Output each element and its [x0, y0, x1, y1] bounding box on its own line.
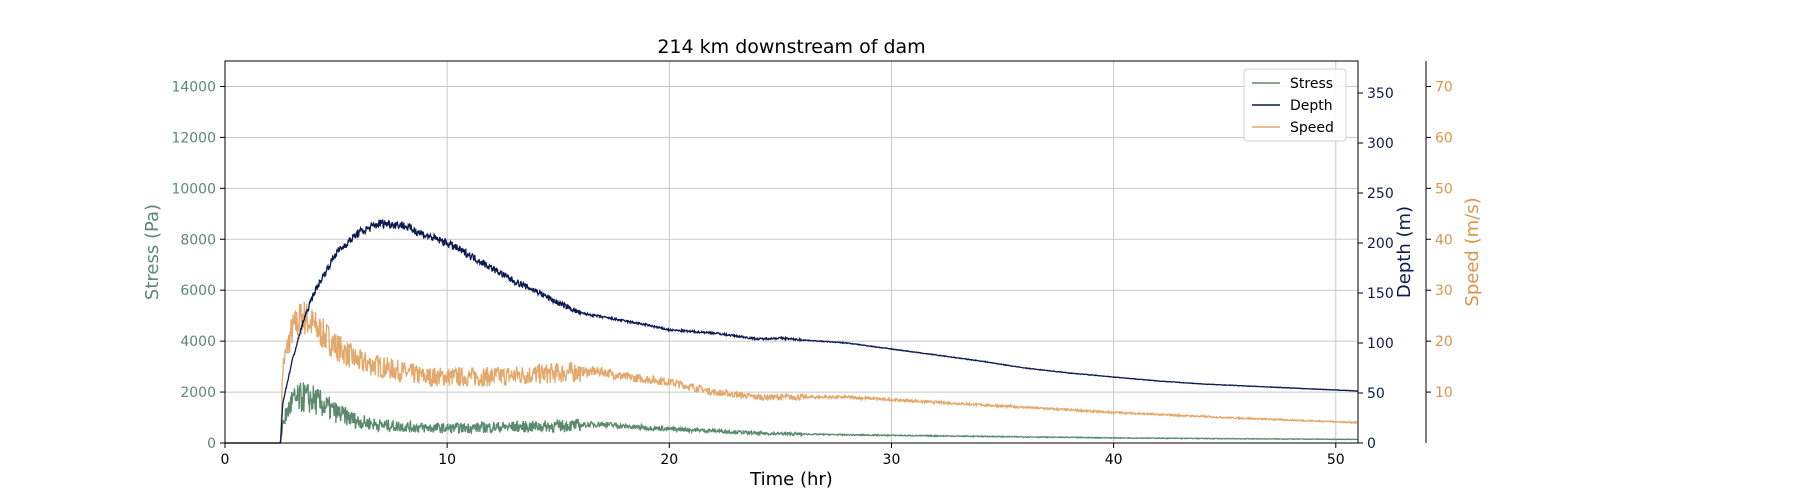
y-axis-label-stress: Stress (Pa)	[142, 204, 163, 300]
series-line-speed	[225, 301, 1359, 444]
speed-tick-label: 30	[1435, 283, 1453, 299]
x-tick-label: 10	[438, 452, 456, 468]
speed-tick-label: 70	[1435, 79, 1453, 95]
stress-tick-label: 14000	[171, 79, 216, 95]
speed-tick-label: 50	[1435, 181, 1453, 197]
legend-label: Speed	[1290, 120, 1334, 136]
grid-lines	[224, 61, 1358, 444]
legend-label: Stress	[1290, 76, 1333, 92]
x-axis-label: Time (hr)	[749, 469, 833, 490]
depth-tick-label: 200	[1367, 236, 1394, 252]
speed-tick-label: 60	[1435, 130, 1453, 146]
stress-tick-label: 10000	[171, 181, 216, 197]
stress-tick-label: 2000	[180, 385, 216, 401]
chart-title: 214 km downstream of dam	[657, 36, 925, 58]
legend: Stress Depth Speed	[1243, 68, 1347, 142]
x-tick-label: 20	[660, 452, 678, 468]
y-axis-speed: 10 20 30 40 50 60 70	[1425, 61, 1453, 443]
speed-tick-label: 40	[1435, 232, 1453, 248]
series-line-depth	[225, 219, 1359, 444]
depth-tick-label: 0	[1367, 436, 1376, 452]
x-axis: 0 10 20 30 40 50	[221, 443, 1345, 468]
plot-frame	[224, 60, 1359, 444]
depth-tick-label: 300	[1367, 136, 1394, 152]
stress-tick-label: 8000	[180, 232, 216, 248]
stress-tick-label: 6000	[180, 283, 216, 299]
depth-tick-label: 250	[1367, 186, 1394, 202]
x-tick-label: 40	[1105, 452, 1123, 468]
depth-tick-label: 150	[1367, 286, 1394, 302]
x-tick-label: 0	[221, 452, 230, 468]
y-axis-label-speed: Speed (m/s)	[1462, 197, 1483, 306]
depth-tick-label: 350	[1367, 86, 1394, 102]
x-tick-label: 50	[1327, 452, 1345, 468]
stress-tick-label: 12000	[171, 130, 216, 146]
depth-tick-label: 50	[1367, 386, 1385, 402]
speed-tick-label: 10	[1435, 385, 1453, 401]
x-tick-label: 30	[883, 452, 901, 468]
series-layer	[225, 219, 1359, 444]
speed-tick-label: 20	[1435, 334, 1453, 350]
y-axis-label-depth: Depth (m)	[1394, 206, 1415, 298]
legend-label: Depth	[1290, 98, 1333, 114]
legend-box	[1243, 68, 1347, 142]
stress-tick-label: 0	[207, 436, 216, 452]
y-axis-stress: 0 2000 4000 6000 8000 10000 12000 14000	[171, 79, 225, 452]
y-axis-depth: 0 50 100 150 200 250 300 350	[1358, 86, 1394, 452]
stress-tick-label: 4000	[180, 334, 216, 350]
depth-tick-label: 100	[1367, 336, 1394, 352]
series-line-stress	[225, 382, 1359, 444]
